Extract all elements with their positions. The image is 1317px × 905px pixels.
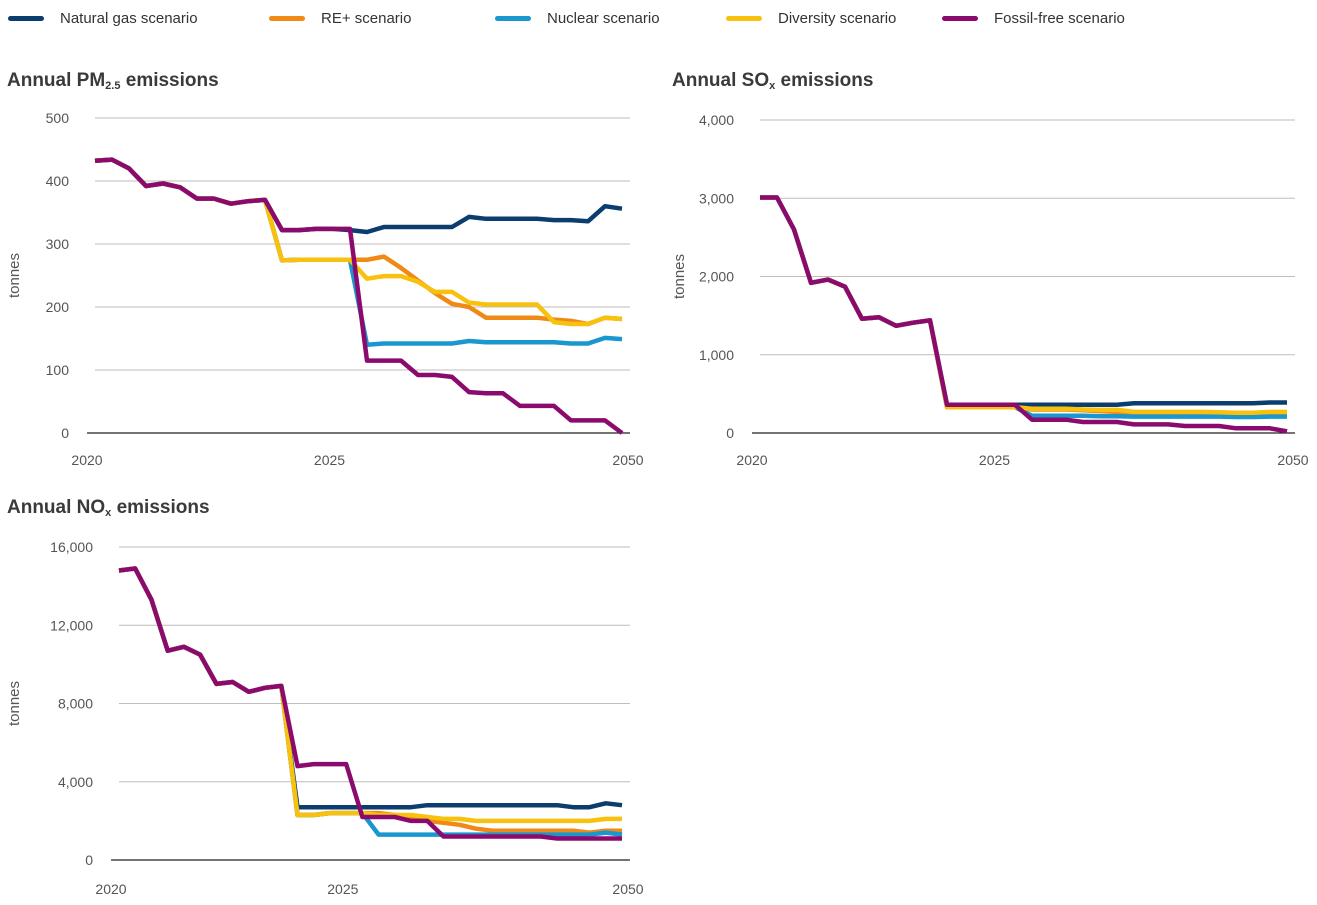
nox-chart-panel: Annual NOx emissions 0 4,000 8,000 12,000 16… — [6, 497, 647, 902]
legend-item-natural-gas: Natural gas scenario — [8, 9, 198, 27]
series-line-re-scenario — [760, 195, 1288, 417]
chart-legend: Natural gas scenario RE+ scenario Nuclea… — [0, 0, 1317, 38]
legend-label-diversity: Diversity scenario — [778, 9, 897, 27]
series-line-natural-gas-scenario — [118, 566, 623, 810]
x-tick-label: 2025 — [979, 452, 1010, 468]
legend-swatch-fossil-free — [942, 15, 978, 21]
y-tick-label: 3,000 — [699, 190, 734, 206]
series-line-re-scenario — [118, 566, 622, 835]
x-tick-label: 2025 — [314, 452, 345, 468]
y-tick-label: 1,000 — [699, 347, 734, 363]
series-line-diversity-scenario — [760, 195, 1287, 415]
legend-item-re-plus: RE+ scenario — [269, 9, 411, 27]
pm25-chart-panel: Annual PM2.5 emissions 0 100 200 300 400 500 t… — [6, 70, 647, 470]
series-line-fossil-free-scenario — [760, 195, 1288, 434]
y-tick-label: 0 — [85, 852, 93, 868]
y-tick-label: 0 — [726, 425, 734, 441]
series-line-nuclear-scenario — [118, 566, 623, 837]
legend-label-re-plus: RE+ scenario — [321, 9, 412, 27]
sox-chart-title: Annual SOx emissions — [672, 70, 874, 92]
legend-item-diversity: Diversity scenario — [726, 9, 896, 27]
series-line-diversity-scenario — [118, 566, 622, 824]
y-tick-label: 12,000 — [50, 617, 93, 633]
y-tick-label: 4,000 — [699, 112, 734, 128]
y-tick-label: 2,000 — [699, 269, 734, 285]
x-tick-label: 2050 — [1277, 452, 1308, 468]
series-line-fossil-free-scenario — [94, 157, 624, 435]
y-axis-label: tonnes — [6, 253, 23, 298]
y-tick-label: 16,000 — [50, 539, 93, 555]
y-tick-label: 4,000 — [58, 774, 93, 790]
x-tick-label: 2020 — [95, 881, 126, 897]
legend-swatch-diversity — [726, 15, 762, 21]
legend-label-nuclear: Nuclear scenario — [547, 9, 660, 27]
y-tick-label: 100 — [46, 362, 70, 378]
legend-swatch-natural-gas — [8, 15, 44, 21]
sox-line-chart: 0 1,000 2,000 3,000 4,000 tonnes 2020 2025 2050 — [671, 112, 1309, 468]
legend-swatch-nuclear — [495, 15, 531, 21]
pm25-chart-title: Annual PM2.5 emissions — [7, 70, 219, 92]
series-line-natural-gas-scenario — [760, 195, 1287, 408]
x-tick-label: 2020 — [71, 452, 102, 468]
x-tick-label: 2020 — [736, 452, 767, 468]
pm25-line-chart: 0 100 200 300 400 500 tonnes 2020 2025 2050 — [6, 110, 644, 468]
y-tick-label: 500 — [46, 110, 70, 126]
sox-chart-panel: Annual SOx emissions 0 1,000 2,000 3,000 4,0… — [671, 70, 1312, 470]
y-tick-label: 8,000 — [58, 696, 93, 712]
legend-label-natural-gas: Natural gas scenario — [60, 9, 198, 27]
legend-swatch-re-plus — [269, 15, 305, 21]
nox-chart-title: Annual NOx emissions — [7, 497, 210, 519]
y-tick-label: 300 — [46, 236, 70, 252]
legend-label-fossil-free: Fossil-free scenario — [994, 9, 1125, 27]
series-line-natural-gas-scenario — [94, 157, 623, 235]
y-axis-label: tonnes — [671, 254, 688, 299]
legend-item-fossil-free: Fossil-free scenario — [942, 9, 1125, 27]
legend-item-nuclear: Nuclear scenario — [495, 9, 660, 27]
x-tick-label: 2050 — [612, 452, 643, 468]
series-line-nuclear-scenario — [760, 195, 1287, 420]
y-axis-label: tonnes — [6, 681, 23, 726]
y-tick-label: 200 — [46, 299, 70, 315]
series-line-fossil-free-scenario — [118, 566, 622, 841]
x-tick-label: 2025 — [327, 881, 358, 897]
x-tick-label: 2050 — [612, 881, 643, 897]
nox-line-chart: 0 4,000 8,000 12,000 16,000 tonnes 2020 2025 205… — [6, 539, 644, 897]
y-tick-label: 400 — [46, 173, 70, 189]
y-tick-label: 0 — [61, 425, 69, 441]
